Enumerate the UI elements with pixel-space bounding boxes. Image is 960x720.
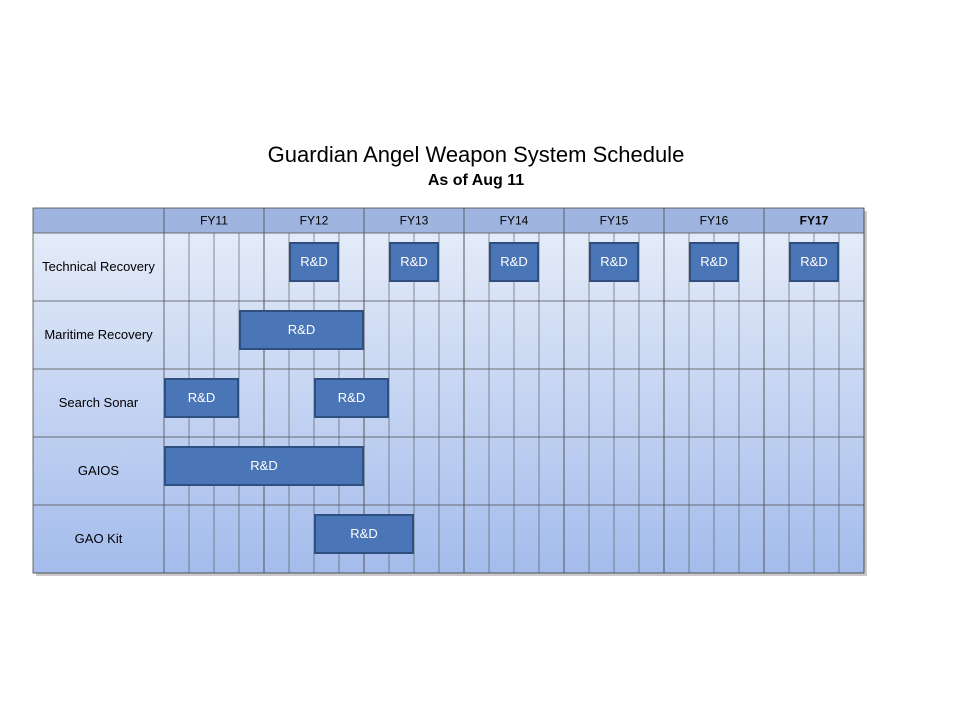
task-bar [164,378,239,418]
chart-title: Guardian Angel Weapon System Schedule [267,142,685,167]
period-label: FY13 [400,214,429,228]
period-label: FY16 [700,214,729,228]
period-label: FY17 [800,214,829,228]
task-bar [789,242,839,282]
task-label: R&D [300,254,327,269]
period-label: FY15 [600,214,629,228]
task-label: R&D [400,254,427,269]
period-label: FY12 [300,214,329,228]
task-bar [314,514,414,554]
row-label: Technical Recovery [42,259,155,274]
table-header [33,208,864,233]
task-bar [239,310,364,350]
row-label: GAO Kit [75,531,123,546]
task-label: R&D [500,254,527,269]
task-bar [389,242,439,282]
task-label: R&D [250,458,277,473]
table-body [33,233,864,573]
task-label: R&D [288,322,315,337]
task-label: R&D [700,254,727,269]
task-bar [314,378,389,418]
task-label: R&D [188,390,215,405]
row-label: Maritime Recovery [44,327,153,342]
task-bar [689,242,739,282]
task-label: R&D [338,390,365,405]
table-border [32,207,865,574]
period-label: FY14 [500,214,529,228]
task-label: R&D [350,526,377,541]
task-bar [289,242,339,282]
row-label: GAIOS [78,463,120,478]
task-label: R&D [600,254,627,269]
period-label: FY11 [200,214,228,228]
task-label: R&D [800,254,827,269]
chart-subtitle: As of Aug 11 [427,172,525,189]
task-bar [489,242,539,282]
task-bar [164,446,364,486]
row-label: Search Sonar [59,395,139,410]
task-bar [589,242,639,282]
